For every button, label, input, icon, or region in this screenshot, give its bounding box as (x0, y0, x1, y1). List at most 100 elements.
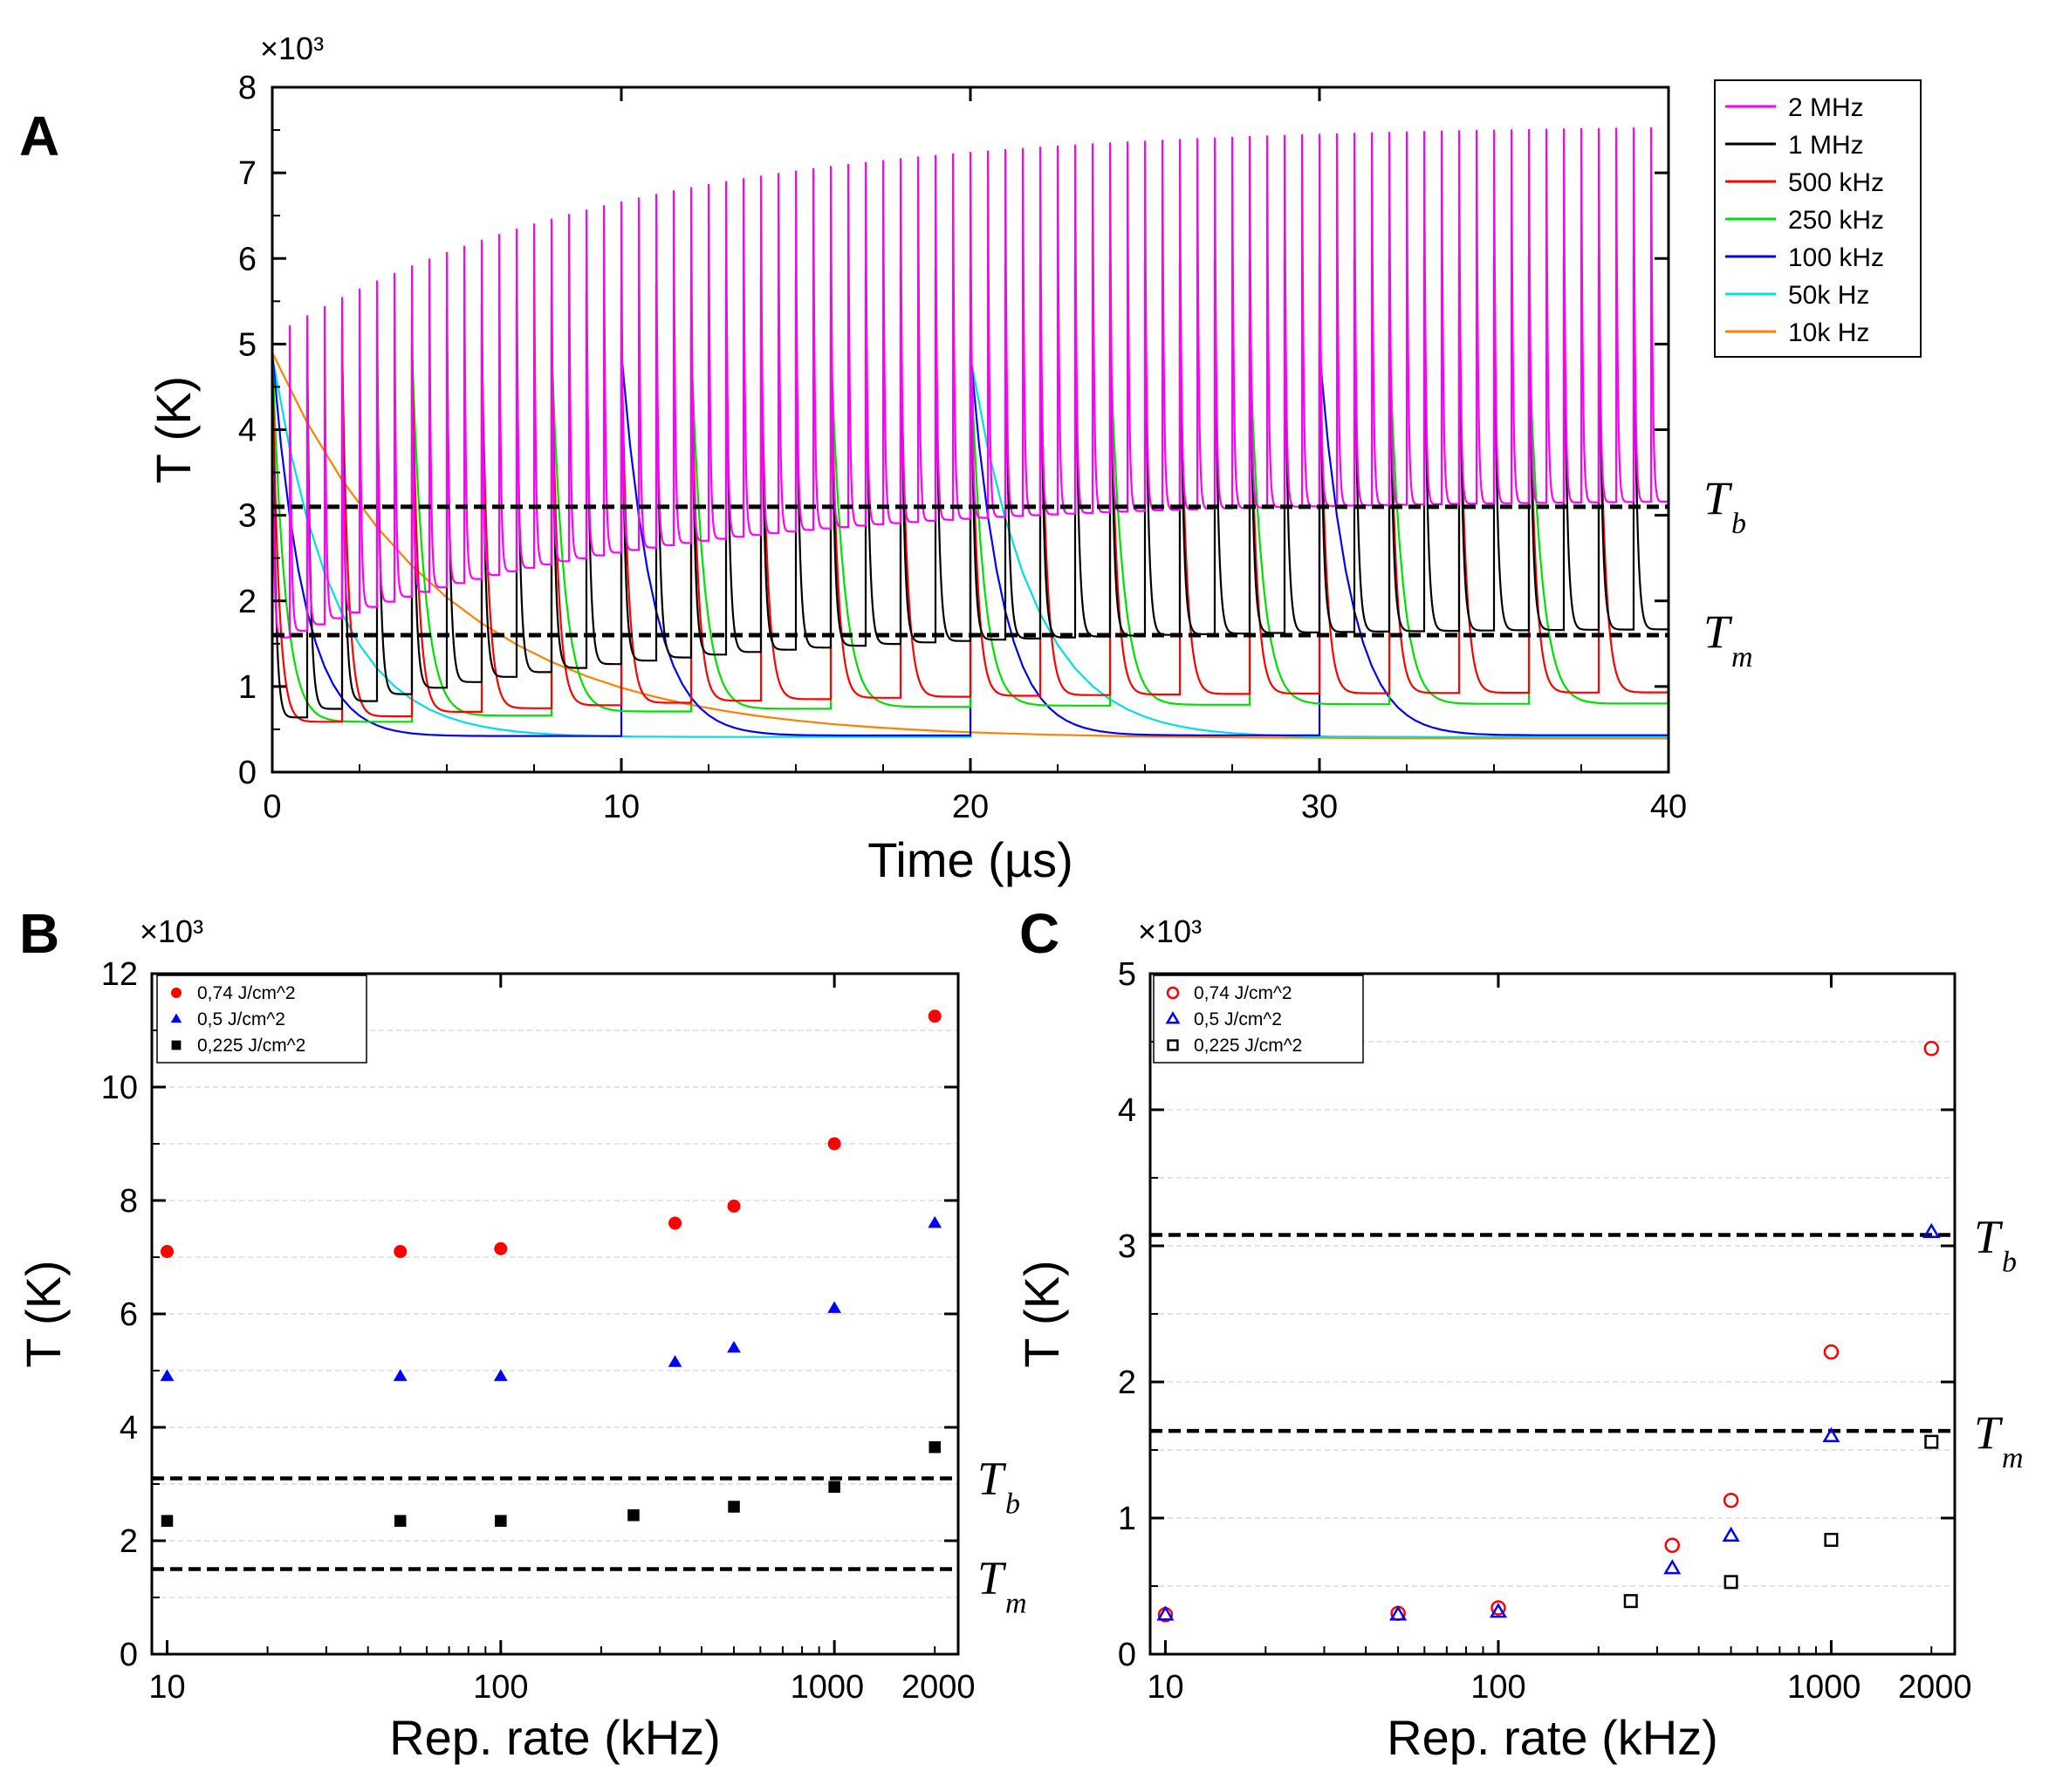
x-tick-label: 10 (148, 1669, 185, 1706)
data-point-square (1824, 1532, 1839, 1547)
y-tick-label: 6 (120, 1296, 138, 1333)
x-tick-label: 2000 (901, 1669, 976, 1706)
reference-label-m: T (1974, 1406, 2004, 1459)
reference-label-b: T (1974, 1211, 2004, 1263)
panel-label-c: C (1019, 902, 1059, 965)
data-point-square (1623, 1594, 1638, 1609)
reference-label-m: T (1703, 605, 1733, 658)
data-point-triangle (1822, 1426, 1840, 1443)
data-point-circle (727, 1200, 741, 1213)
x-tick-label: 2000 (1898, 1669, 1972, 1706)
panel-label-b: B (19, 902, 59, 965)
data-point-triangle (1663, 1559, 1682, 1575)
legend-label: 250 kHz (1788, 206, 1884, 235)
chart-a-curves (271, 127, 1670, 740)
y-tick-label: 1 (238, 669, 257, 706)
chart-b-axes: 0 2 4 6 8 10 12 10 100 1000 2000 Rep. rate (kHz) T (… (16, 913, 975, 1765)
data-point-circle (494, 1241, 508, 1255)
data-point-circle (160, 1245, 174, 1258)
legend-box (156, 975, 367, 1064)
reference-label-m: T (977, 1552, 1007, 1604)
chart-b-legend: 0,74 J/cm^2 0,5 J/cm^2 0,225 J/cm^2 (156, 975, 367, 1064)
legend-label: 0,74 J/cm^2 (1194, 983, 1292, 1003)
data-point-triangle (1722, 1526, 1740, 1542)
data-point-circle (171, 988, 182, 998)
chart-a-legend: 2 MHz 1 MHz 500 kHz 250 kHz 100 kHz 50k Hz 10k… (1714, 79, 1922, 358)
data-point-square (394, 1515, 407, 1527)
data-point-square (1723, 1575, 1738, 1590)
x-tick-label: 1000 (1787, 1669, 1861, 1706)
x-tick-label: 20 (952, 789, 989, 825)
y-tick-label: 1 (1118, 1501, 1136, 1537)
data-point-triangle (1165, 1011, 1181, 1024)
data-point-circle (668, 1216, 682, 1230)
legend-label: 0,5 J/cm^2 (197, 1009, 285, 1029)
data-point-circle (1923, 1041, 1940, 1057)
series-line-2-mhz (271, 127, 1670, 639)
data-point-square (929, 1441, 941, 1453)
x-tick-label: 100 (473, 1669, 528, 1706)
data-point-triangle (170, 1013, 182, 1023)
y-tick-label: 2 (120, 1523, 138, 1560)
data-point-circle (1823, 1344, 1840, 1360)
legend-label: 2 MHz (1788, 93, 1864, 122)
reference-subscript-b: b (1731, 508, 1746, 540)
y-axis-multiplier: ×10³ (1138, 913, 1202, 949)
data-point-triangle (1389, 1605, 1408, 1621)
data-point-square (728, 1501, 740, 1513)
y-tick-label: 3 (1118, 1228, 1136, 1265)
y-tick-label: 10 (101, 1070, 138, 1106)
data-point-triangle (493, 1369, 508, 1381)
data-point-triangle (1922, 1222, 1941, 1239)
reference-subscript-m: m (2002, 1442, 2024, 1474)
y-tick-label: 5 (238, 326, 257, 363)
y-tick-label: 4 (238, 413, 257, 449)
y-tick-label: 6 (238, 241, 257, 277)
y-axis-multiplier: ×10³ (140, 913, 203, 949)
reference-label-b: T (1703, 472, 1733, 524)
legend-label: 0,225 J/cm^2 (197, 1036, 305, 1056)
x-tick-label: 10 (1147, 1669, 1183, 1706)
data-point-circle (1664, 1537, 1681, 1553)
legend-label: 0,225 J/cm^2 (1194, 1036, 1302, 1056)
data-point-triangle (827, 1301, 841, 1313)
data-point-circle (1723, 1492, 1739, 1508)
legend-label: 0,74 J/cm^2 (197, 983, 296, 1003)
y-tick-label: 0 (120, 1637, 138, 1673)
panel-label-a: A (19, 105, 59, 168)
legend-label: 1 MHz (1788, 131, 1864, 160)
data-point-triangle (727, 1340, 741, 1353)
legend-label: 0,5 J/cm^2 (1194, 1009, 1282, 1029)
x-axis-title: Time (µs) (867, 832, 1072, 887)
y-tick-label: 7 (238, 155, 257, 192)
reference-subscript-m: m (1731, 641, 1753, 674)
y-tick-label: 2 (1118, 1365, 1136, 1401)
legend-label: 500 kHz (1788, 168, 1884, 197)
y-tick-label: 8 (120, 1183, 138, 1220)
data-point-square (1924, 1434, 1939, 1449)
x-axis-title: Rep. rate (kHz) (1387, 1710, 1718, 1765)
data-point-triangle (928, 1215, 942, 1228)
chart-c-gridlines (1150, 1041, 1955, 1587)
legend-label: 10k Hz (1788, 318, 1869, 347)
y-tick-label: 5 (1118, 956, 1136, 993)
chart-a-axes: 0 1 2 3 4 5 6 7 8 0 10 20 30 40 Time (µs) T (K) ×10³ (146, 31, 1687, 887)
y-tick-label: 4 (120, 1410, 138, 1447)
reference-subscript-b: b (2002, 1247, 2017, 1279)
y-tick-label: 0 (1118, 1637, 1136, 1673)
chart-b-points (160, 1009, 942, 1527)
data-point-square (1167, 1039, 1179, 1051)
x-tick-label: 100 (1470, 1669, 1525, 1706)
data-point-square (171, 1040, 182, 1050)
legend-label: 100 kHz (1788, 243, 1884, 272)
x-tick-label: 10 (603, 789, 640, 825)
data-point-circle (827, 1137, 841, 1151)
chart-b-gridlines (152, 1029, 958, 1598)
data-point-triangle (668, 1355, 682, 1367)
y-axis-title: T (K) (1014, 1260, 1069, 1367)
